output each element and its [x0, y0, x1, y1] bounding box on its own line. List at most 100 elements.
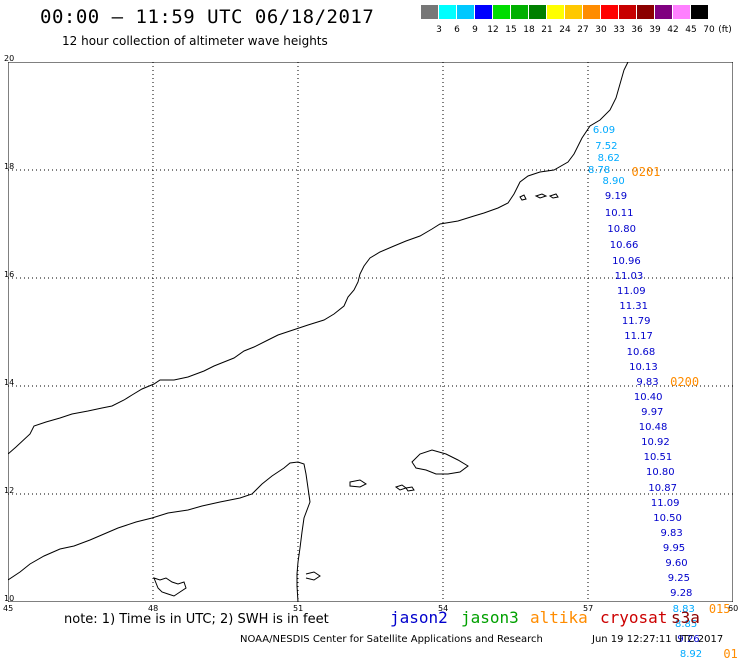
satellite-s3a: s3a	[671, 608, 700, 627]
wave-height-map	[8, 62, 733, 602]
wave-height-value: 8.92	[679, 648, 703, 660]
longitude-label: 45	[3, 604, 14, 613]
wave-height-value: 11.79	[621, 316, 651, 328]
color-scale-label: 18	[523, 25, 535, 35]
longitude-label: 51	[293, 604, 304, 613]
wave-height-value: 10.68	[626, 346, 656, 358]
wave-height-value: 9.97	[641, 407, 664, 418]
wave-height-value: 7.52	[595, 141, 618, 153]
wave-height-value: 9.28	[670, 588, 693, 600]
wave-height-value: 10.92	[641, 437, 670, 449]
color-scale-legend: 3 6 9 12 15 18 21 24 27 30 33 36 39 42 45 70 (ft)	[421, 5, 736, 41]
longitude-label: 48	[148, 604, 159, 613]
color-scale-label: 30	[595, 25, 607, 35]
kuria-muria-1	[519, 194, 527, 201]
wave-height-value: 10.13	[629, 361, 658, 373]
longitude-label: 54	[438, 604, 449, 613]
island-darsah	[405, 486, 415, 492]
wave-height-value: 10.80	[646, 467, 675, 479]
color-scale-unit: (ft)	[718, 25, 732, 35]
coastline-cape	[305, 571, 321, 581]
kuria-muria-3	[548, 193, 559, 199]
wave-height-value: 9.60	[665, 558, 688, 570]
footnote: note: 1) Time is in UTC; 2) SWH is in fe…	[64, 612, 329, 627]
wave-height-value: 10.11	[604, 208, 634, 220]
wave-height-value: 9.95	[662, 543, 686, 555]
wave-height-value: 8.85	[675, 618, 698, 630]
color-swatch	[673, 5, 690, 19]
island-socotra	[411, 449, 469, 475]
color-swatch	[565, 5, 582, 19]
island-abd-al-kuri	[349, 479, 367, 488]
wave-height-value: 9.83	[660, 527, 683, 539]
color-swatch	[691, 5, 708, 19]
wave-height-value: 10.87	[648, 482, 678, 494]
credit-line: NOAA/NESDIS Center for Satellite Applica…	[240, 634, 543, 645]
color-scale-label: 33	[613, 25, 625, 35]
satellite-jason2: jason2	[390, 608, 448, 627]
wave-height-value: 10.80	[607, 224, 636, 236]
wave-height-value: 8.78	[588, 165, 611, 177]
wave-height-value: 11.09	[650, 497, 680, 509]
color-swatch	[529, 5, 546, 19]
map-title: 00:00 – 11:59 UTC 06/18/2017	[40, 6, 375, 28]
wave-height-value: 10.96	[612, 255, 641, 267]
color-scale-label: 6	[454, 25, 460, 35]
latitude-label: 10	[4, 594, 15, 603]
color-swatch	[511, 5, 528, 19]
color-scale-label: 12	[487, 25, 499, 35]
kuria-muria-2	[534, 193, 548, 199]
color-scale-label: 21	[541, 25, 553, 35]
color-swatch	[637, 5, 654, 19]
wave-height-value: 11.09	[617, 286, 646, 298]
color-scale-label: 45	[685, 25, 697, 35]
color-scale-label: 27	[577, 25, 589, 35]
color-scale-label: 70	[703, 25, 715, 35]
color-scale-label: 15	[505, 25, 517, 35]
color-swatch	[601, 5, 618, 19]
latitude-label: 20	[4, 54, 15, 63]
color-scale-label: 9	[472, 25, 478, 35]
color-swatch	[439, 5, 456, 19]
latitude-label: 14	[4, 378, 15, 387]
generated-timestamp: Jun 19 12:27:11 UTC 2017	[592, 634, 724, 645]
wave-height-value: 9.26	[677, 633, 700, 645]
wave-height-value: 9.83	[636, 376, 659, 388]
wave-height-value: 8.83	[672, 603, 695, 615]
latitude-label: 12	[4, 486, 15, 495]
pass-time-label: 0200	[670, 374, 700, 389]
wave-height-value: 10.51	[643, 452, 673, 464]
color-scale-label: 24	[559, 25, 571, 35]
wave-height-value: 11.31	[619, 301, 649, 313]
color-swatch	[547, 5, 564, 19]
wave-height-value: 9.19	[604, 191, 628, 202]
longitude-label: 57	[583, 604, 594, 613]
color-scale-label: 36	[631, 25, 643, 35]
wave-height-value: 11.03	[614, 270, 644, 282]
color-swatch	[475, 5, 492, 19]
color-scale-label: 42	[667, 25, 679, 35]
island-samhah	[394, 484, 408, 491]
color-scale-label: 3	[436, 25, 442, 35]
color-swatch	[655, 5, 672, 19]
wave-height-value: 10.40	[633, 391, 663, 403]
color-swatch	[619, 5, 636, 19]
color-scale-label: 39	[649, 25, 661, 35]
pass-time-label: 015	[708, 601, 731, 616]
latitude-label: 16	[4, 270, 15, 279]
pass-time-label: 01	[723, 646, 738, 661]
color-swatch	[493, 5, 510, 19]
pass-time-label: 0201	[631, 164, 661, 179]
wave-height-value: 10.50	[653, 512, 682, 524]
wave-height-value: 10.48	[638, 422, 668, 434]
wave-height-value: 6.09	[592, 125, 616, 137]
map-subtitle: 12 hour collection of altimeter wave hei…	[62, 34, 328, 48]
coastline-arabia	[8, 62, 629, 455]
color-swatch	[583, 5, 600, 19]
latitude-label: 18	[4, 162, 15, 171]
coastline-somalia	[8, 461, 311, 602]
satellite-cryosat: cryosat	[600, 608, 668, 627]
wave-height-value: 11.17	[624, 331, 653, 343]
wave-height-value: 10.66	[609, 239, 639, 251]
wave-height-value: 8.62	[597, 153, 620, 165]
